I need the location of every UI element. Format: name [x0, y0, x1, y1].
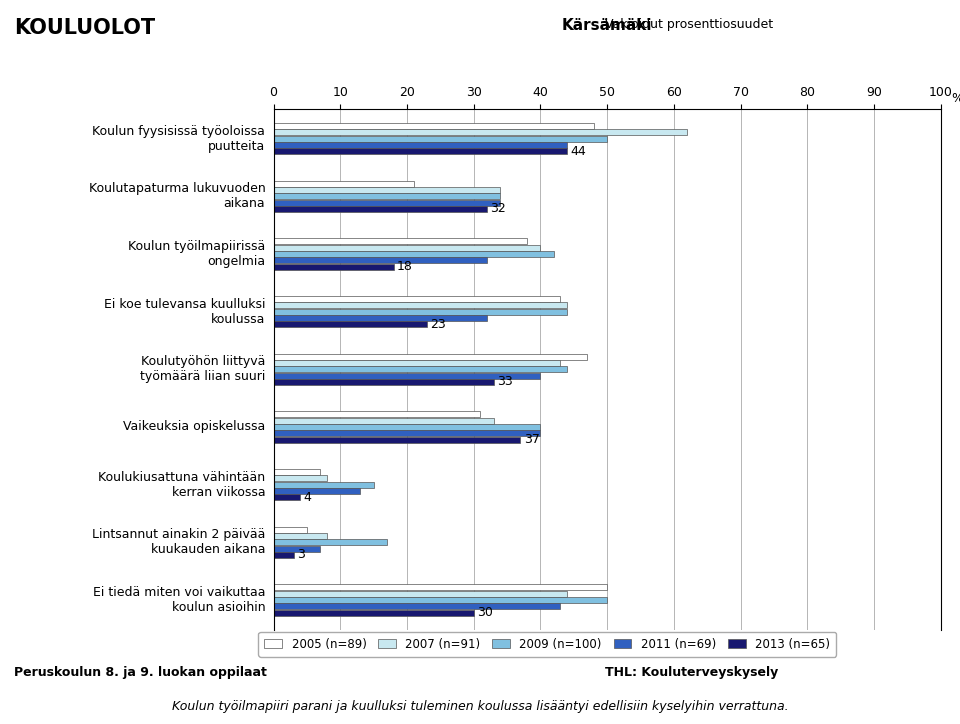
Bar: [274, 373, 540, 379]
Bar: [274, 437, 520, 442]
Bar: [274, 129, 687, 135]
Bar: [274, 603, 561, 610]
Bar: [274, 533, 327, 539]
Bar: [274, 206, 487, 212]
Bar: [274, 360, 561, 366]
Bar: [274, 302, 567, 308]
Bar: [274, 546, 321, 552]
Bar: [274, 494, 300, 500]
Bar: [274, 123, 594, 129]
Text: 4: 4: [303, 491, 311, 504]
Bar: [274, 245, 540, 251]
Bar: [274, 238, 527, 244]
Text: %: %: [950, 92, 960, 105]
Text: 32: 32: [491, 203, 506, 216]
Bar: [274, 142, 567, 148]
Text: 23: 23: [430, 318, 446, 331]
Bar: [274, 539, 387, 545]
Text: 3: 3: [297, 548, 305, 561]
Bar: [274, 379, 493, 385]
Text: KOULUOLOT: KOULUOLOT: [14, 18, 156, 38]
Bar: [274, 418, 493, 424]
Bar: [274, 353, 588, 360]
Bar: [274, 148, 567, 154]
Bar: [274, 481, 373, 487]
Bar: [274, 526, 307, 533]
Bar: [274, 591, 567, 597]
Bar: [274, 552, 294, 558]
Bar: [274, 366, 567, 372]
Bar: [274, 180, 414, 187]
Legend: 2005 (n=89), 2007 (n=91), 2009 (n=100), 2011 (n=69), 2013 (n=65): 2005 (n=89), 2007 (n=91), 2009 (n=100), …: [258, 632, 836, 657]
Bar: [274, 187, 500, 193]
Text: Peruskoulun 8. ja 9. luokan oppilaat: Peruskoulun 8. ja 9. luokan oppilaat: [14, 666, 267, 679]
Bar: [274, 193, 500, 199]
Bar: [274, 488, 360, 494]
Bar: [274, 610, 474, 615]
Text: 30: 30: [477, 606, 493, 619]
Text: Koulun työilmapiiri parani ja kuulluksi tuleminen koulussa lisääntyi edellisiin : Koulun työilmapiiri parani ja kuulluksi …: [172, 700, 788, 713]
Text: Vakioidut prosenttiosuudet: Vakioidut prosenttiosuudet: [605, 18, 773, 31]
Bar: [274, 296, 561, 302]
Text: THL: Kouluterveyskysely: THL: Kouluterveyskysely: [605, 666, 778, 679]
Bar: [274, 264, 394, 269]
Text: 37: 37: [524, 433, 540, 446]
Text: 18: 18: [397, 260, 413, 273]
Bar: [274, 430, 540, 437]
Bar: [274, 584, 608, 590]
Text: 33: 33: [497, 376, 513, 389]
Bar: [274, 135, 608, 142]
Bar: [274, 257, 487, 264]
Bar: [274, 308, 567, 315]
Bar: [274, 251, 554, 257]
Bar: [274, 469, 321, 475]
Bar: [274, 475, 327, 481]
Bar: [274, 321, 427, 327]
Text: Kärsämäki: Kärsämäki: [562, 18, 653, 33]
Bar: [274, 315, 487, 321]
Bar: [274, 411, 480, 417]
Bar: [274, 200, 500, 206]
Bar: [274, 424, 540, 430]
Text: 44: 44: [570, 145, 587, 158]
Bar: [274, 597, 608, 603]
